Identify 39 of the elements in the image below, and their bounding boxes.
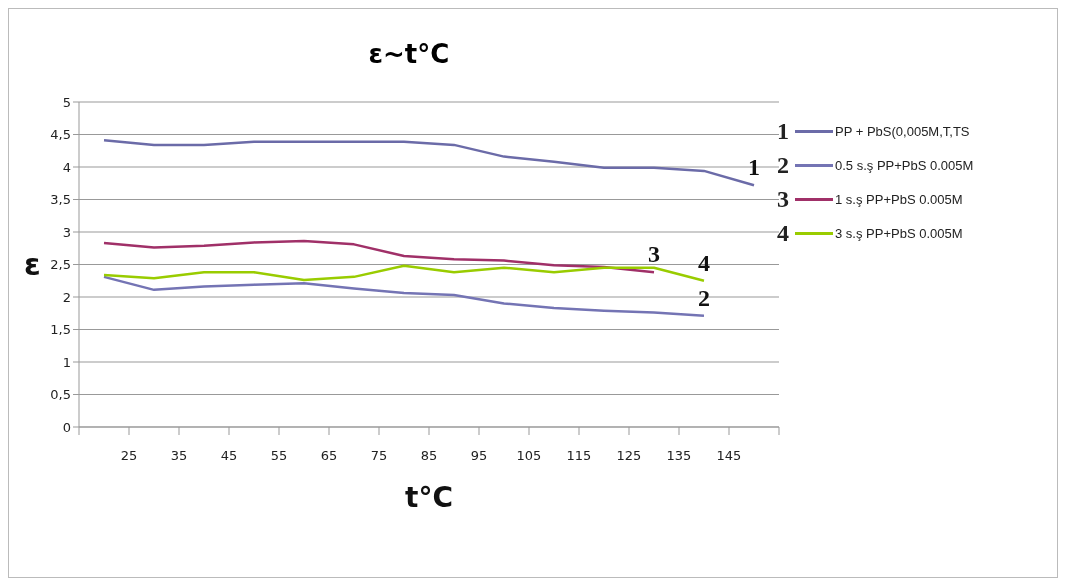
- x-tick-label: 135: [666, 448, 692, 464]
- x-tick-label: 115: [566, 448, 592, 464]
- x-tick-label: 105: [516, 448, 542, 464]
- y-tick-label: 0: [62, 419, 71, 435]
- x-tick-label: 125: [616, 448, 642, 464]
- y-tick-label: 1,5: [50, 322, 71, 338]
- annotation: 1: [777, 117, 790, 145]
- text: 2: [698, 284, 710, 311]
- legend-label: 3 s.ş PP+PbS 0.005M: [835, 225, 963, 241]
- y-axis-title: ε: [24, 247, 41, 283]
- x-tick-label: 55: [270, 448, 288, 464]
- y-tick-label: 3: [62, 224, 71, 240]
- y-tick-label: 4,5: [50, 127, 71, 143]
- y-tick-label: 0,5: [50, 387, 71, 403]
- y-tick-label: 2: [62, 289, 71, 305]
- y-tick-label: 4: [62, 159, 71, 175]
- x-tick-label: 95: [470, 448, 488, 464]
- x-tick-label: 85: [420, 448, 438, 464]
- y-tick-label: 3,5: [50, 192, 71, 208]
- legend-label: PP + PbS(0,005M,T,TS: [835, 123, 970, 139]
- chart-title: ε~t°C: [367, 39, 451, 69]
- x-tick-label: 25: [120, 448, 138, 464]
- x-tick-label: 35: [170, 448, 188, 464]
- annotation: 4: [777, 219, 790, 247]
- y-tick-label: 5: [62, 94, 71, 110]
- legend-label: 0.5 s.ş PP+PbS 0.005M: [835, 157, 974, 173]
- text: 3: [648, 241, 660, 268]
- x-tick-label: 65: [320, 448, 338, 464]
- x-axis-title: t°C: [405, 481, 453, 514]
- x-tick-label: 45: [220, 448, 238, 464]
- annotation: 2: [777, 151, 790, 179]
- legend-label: 1 s.ş PP+PbS 0.005M: [835, 191, 963, 207]
- text: 1: [748, 154, 760, 181]
- annotation: 3: [777, 185, 790, 213]
- x-tick-label: 75: [370, 448, 388, 464]
- y-tick-label: 1: [62, 354, 71, 370]
- x-tick-label: 145: [716, 448, 742, 464]
- text: 4: [698, 249, 710, 276]
- y-tick-label: 2,5: [50, 257, 71, 273]
